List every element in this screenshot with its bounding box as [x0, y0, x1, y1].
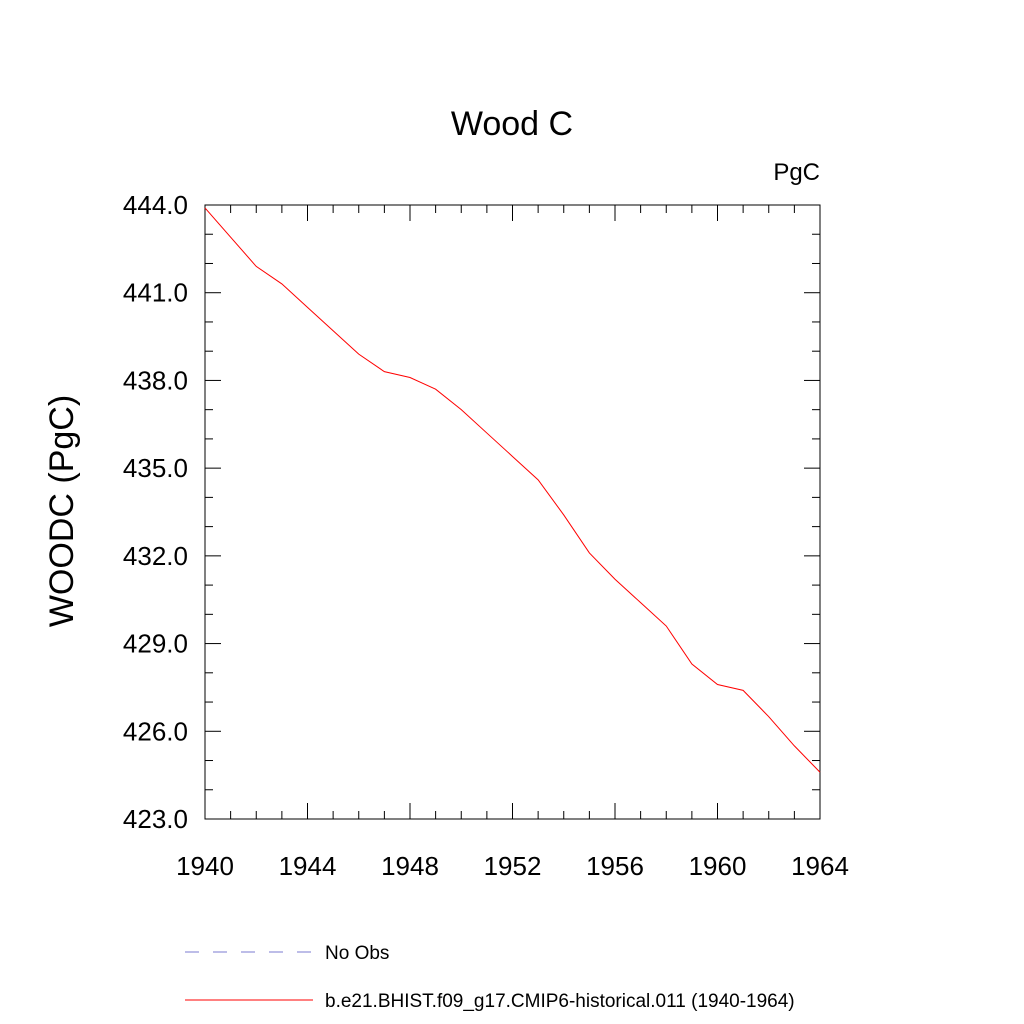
y-tick-label: 435.0: [123, 453, 188, 483]
legend-label-historical: b.e21.BHIST.f09_g17.CMIP6-historical.011…: [325, 991, 795, 1012]
x-tick-label: 1956: [586, 851, 644, 881]
x-tick-label: 1960: [689, 851, 747, 881]
series-line: [204, 207, 821, 773]
legend-label-no-obs: No Obs: [325, 943, 389, 964]
x-axis: 1940 1944 1948 1952 1956 1960 1964: [176, 205, 849, 881]
legend: No Obs b.e21.BHIST.f09_g17.CMIP6-histori…: [185, 943, 795, 1012]
y-tick-label: 441.0: [123, 278, 188, 308]
x-tick-label: 1964: [791, 851, 849, 881]
y-tick-label: 426.0: [123, 716, 188, 746]
y-tick-label: 432.0: [123, 541, 188, 571]
y-tick-label: 444.0: [123, 190, 188, 220]
chart-title: Wood C: [451, 105, 573, 143]
y-axis-label: WOODC (PgC): [43, 395, 81, 627]
units-label: PgC: [773, 159, 820, 186]
y-tick-label: 429.0: [123, 629, 188, 659]
series-layer: [204, 207, 821, 773]
y-tick-label: 423.0: [123, 804, 188, 834]
x-tick-label: 1952: [484, 851, 542, 881]
y-axis: 423.0 426.0 429.0 432.0 435.0 438.0 441.0 444.0: [123, 190, 820, 834]
x-tick-label: 1944: [279, 851, 337, 881]
x-tick-label: 1940: [176, 851, 234, 881]
x-tick-label: 1948: [381, 851, 439, 881]
plot-frame: [204, 204, 821, 820]
y-tick-label: 438.0: [123, 365, 188, 395]
